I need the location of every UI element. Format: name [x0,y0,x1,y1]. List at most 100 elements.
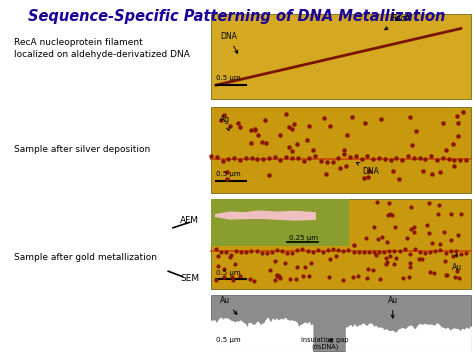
Point [442,258,449,264]
Point [450,163,457,168]
Point [376,277,384,282]
Point [437,241,444,247]
Point [415,256,423,262]
Point [419,168,427,174]
Point [268,249,276,255]
Point [343,132,351,138]
Point [410,155,418,161]
Point [424,222,431,228]
Bar [211,199,348,246]
Point [410,224,418,230]
Point [443,147,450,153]
Point [403,235,410,241]
Point [319,249,327,255]
Point [212,277,219,283]
Point [285,124,292,130]
Point [444,272,451,278]
Point [459,109,466,115]
Point [392,256,400,261]
Text: RecA: RecA [385,14,410,30]
Point [383,239,391,245]
Point [401,246,409,252]
Text: DNA: DNA [356,163,380,176]
Point [271,277,279,283]
Text: AFM: AFM [180,216,199,225]
Point [451,158,458,163]
Point [409,142,416,148]
Point [385,200,393,206]
Point [329,159,337,165]
Point [229,278,237,283]
Point [273,272,281,278]
Point [375,249,383,255]
Point [223,176,231,182]
Point [365,249,373,255]
Text: insulating gap
(dsDNA): insulating gap (dsDNA) [301,337,349,350]
Point [263,250,271,255]
Bar [211,199,471,289]
Point [317,158,325,163]
Point [395,176,402,182]
Point [242,155,249,161]
Point [457,211,465,217]
Point [342,164,350,169]
Point [407,264,414,270]
Polygon shape [216,211,315,220]
Point [299,246,306,252]
Point [349,274,356,280]
Point [271,258,279,264]
Bar [211,14,471,99]
Point [425,200,433,206]
Point [311,153,319,159]
Point [285,144,292,149]
Text: 0.5 μm: 0.5 μm [216,171,240,177]
Point [320,115,328,121]
Point [246,276,254,282]
Point [427,249,434,255]
Point [266,267,274,273]
Point [408,204,415,210]
Point [452,248,459,254]
Point [273,247,281,253]
Point [396,248,403,254]
Point [386,253,393,259]
Point [220,274,228,279]
Point [247,248,255,254]
Text: 0.5 μm: 0.5 μm [216,270,240,276]
Point [442,250,449,256]
Point [301,264,309,270]
Point [392,155,400,161]
Point [428,171,436,177]
Point [283,154,290,160]
Point [416,249,424,255]
Point [454,268,461,274]
Point [433,157,441,163]
Point [354,273,362,279]
Point [277,158,284,163]
Point [365,266,372,272]
Point [341,147,348,153]
Point [387,157,394,163]
Point [427,269,434,275]
Point [290,121,298,126]
Point [214,253,222,258]
Point [362,235,370,241]
Point [436,202,443,208]
Point [281,260,289,266]
Point [283,250,291,256]
Point [289,250,296,256]
Point [430,270,438,276]
Text: SEM: SEM [180,274,199,283]
Point [227,252,235,258]
Point [418,256,426,262]
Point [445,157,452,162]
Text: RecA nucleoprotein filament
localized on aldehyde-derivatized DNA: RecA nucleoprotein filament localized on… [14,38,190,59]
Point [345,247,352,253]
Point [436,169,443,175]
Point [273,272,281,277]
Point [386,212,393,217]
Point [236,157,244,163]
Point [293,141,301,147]
Point [421,250,429,256]
Point [329,246,337,252]
